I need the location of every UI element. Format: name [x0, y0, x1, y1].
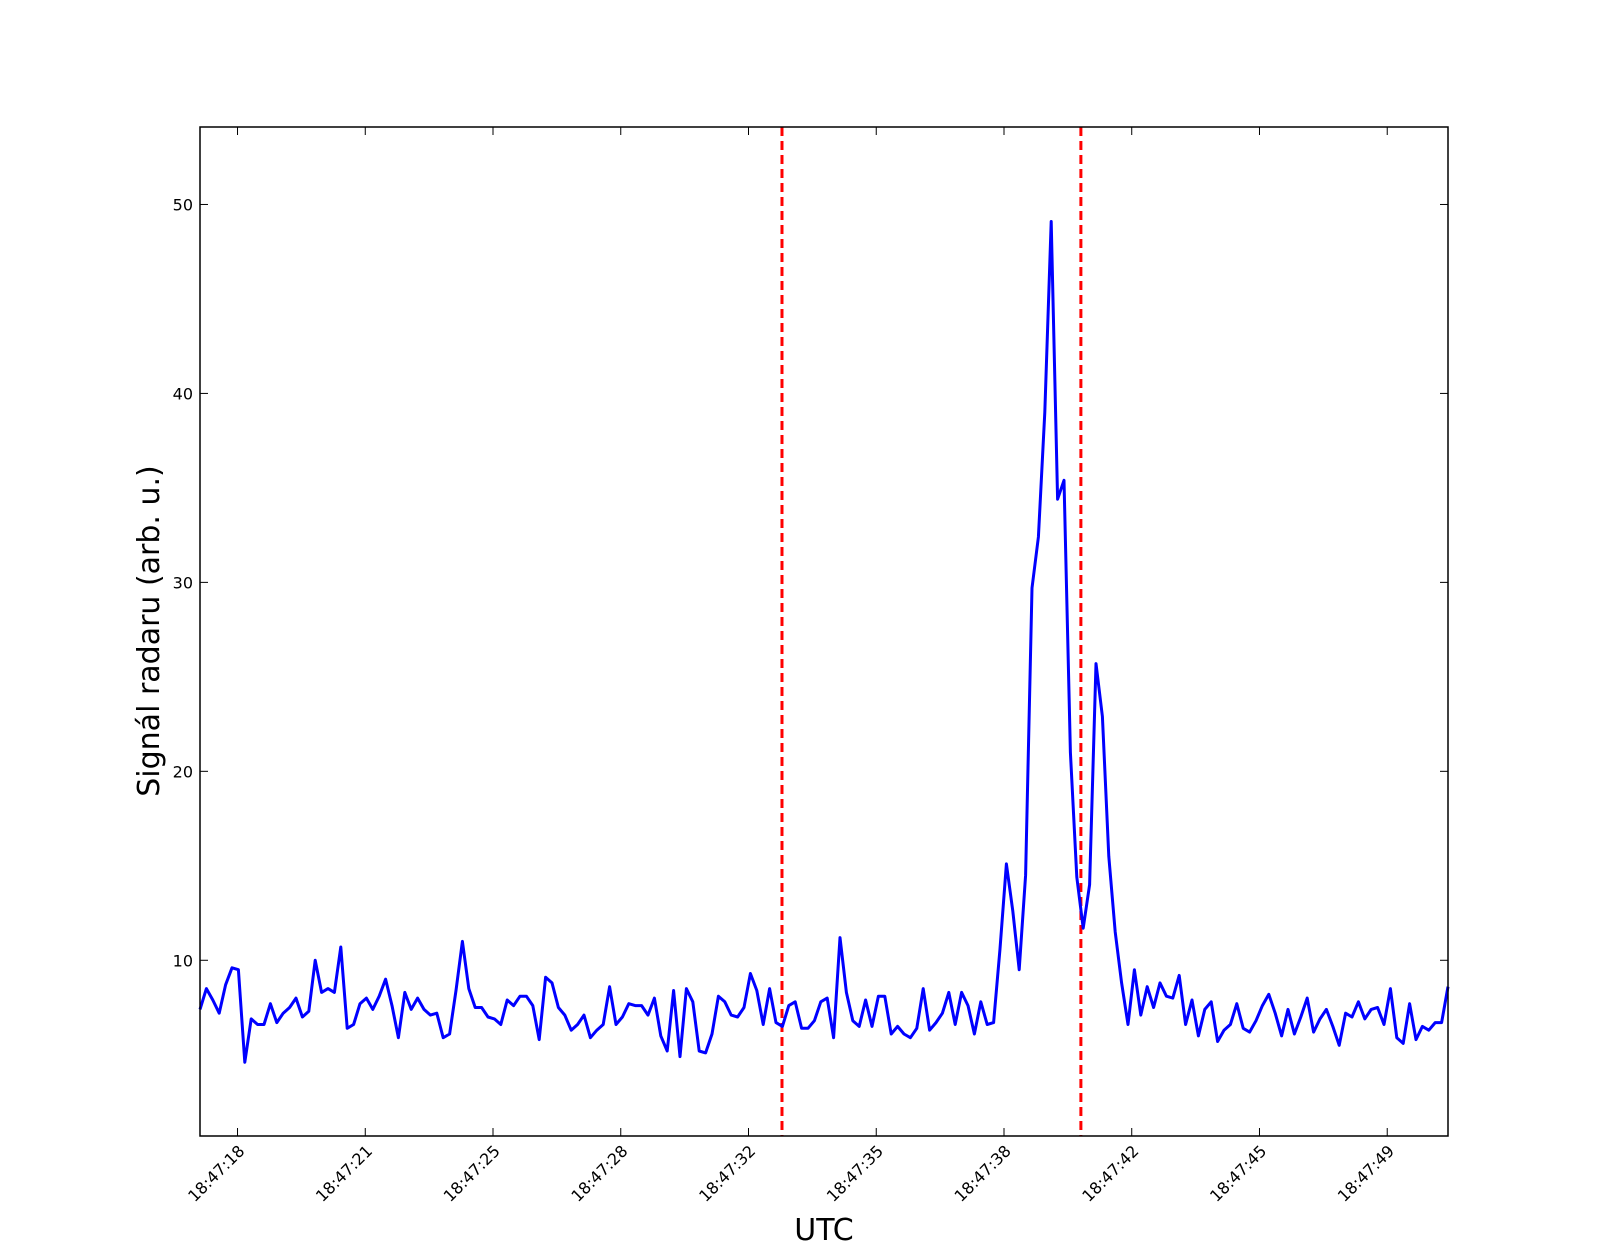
y-tick-label: 40	[173, 384, 193, 403]
plot-frame	[199, 126, 1449, 1137]
y-axis-title: Signál radaru (arb. u.)	[132, 465, 167, 797]
y-tick-label: 30	[173, 573, 193, 592]
data-series	[198, 220, 1450, 1064]
y-tick-label: 50	[173, 195, 193, 214]
y-axis-ticks: 10 20 30 40 50	[173, 195, 1448, 970]
y-tick-label: 20	[173, 762, 193, 781]
signal-line	[198, 220, 1450, 1064]
marker-lines	[780, 127, 1083, 1136]
y-tick-label: 10	[173, 951, 193, 970]
x-axis-title: UTC	[794, 1213, 853, 1248]
